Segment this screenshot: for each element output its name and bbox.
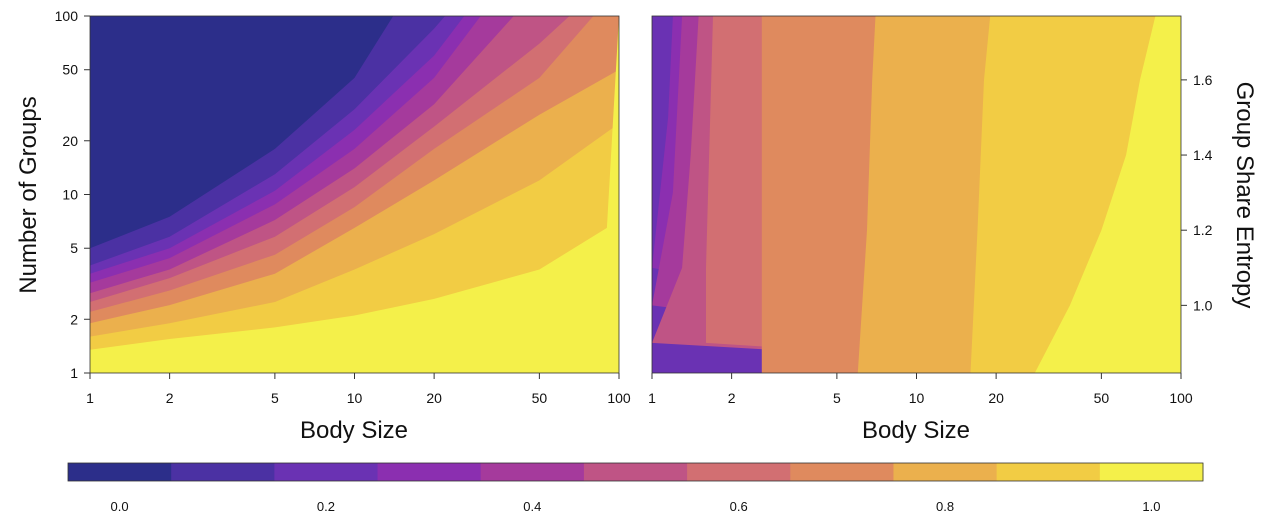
colorbar-swatch xyxy=(377,463,482,481)
colorbar-swatches xyxy=(68,463,1204,481)
x-tick-label: 50 xyxy=(1094,390,1110,406)
y-tick-label: 2 xyxy=(70,311,78,327)
colorbar-swatch xyxy=(790,463,894,481)
colorbar-tick-label: 1.0 xyxy=(1142,499,1160,514)
x-tick-label: 5 xyxy=(271,390,279,406)
panel-group-share-entropy: 1 2 5 10 20 50 100 1.0 1.2 1.4 1.6 Body Size Grou… xyxy=(648,15,1258,444)
colorbar-tick-label: 0.4 xyxy=(523,499,541,514)
y-axis-right: 1.0 1.2 1.4 1.6 xyxy=(1181,72,1213,313)
x-tick-label: 20 xyxy=(988,390,1004,406)
y-tick-label: 1 xyxy=(70,365,78,381)
y-tick-label: 5 xyxy=(70,240,78,256)
y-axis-title-right: Group Share Entropy xyxy=(1231,82,1258,309)
y-axis-left: 1 2 5 10 20 50 100 xyxy=(55,8,90,381)
colorbar-swatch xyxy=(687,463,791,481)
colorbar-swatch xyxy=(996,463,1101,481)
y-tick-label: 10 xyxy=(62,187,78,203)
panel-number-of-groups: 1 2 5 10 20 50 100 1 2 5 10 20 50 100 Body Size Numb… xyxy=(15,8,631,444)
colorbar-tick-label: 0.0 xyxy=(111,499,129,514)
colorbar-frame xyxy=(67,462,1204,482)
y-tick-label: 1.2 xyxy=(1193,222,1213,238)
colorbar-tick-label: 0.8 xyxy=(936,499,954,514)
colorbar-ticks: 0.0 0.2 0.4 0.6 0.8 1.0 xyxy=(111,499,1161,514)
y-tick-label: 100 xyxy=(55,8,79,24)
x-axis-title-right: Body Size xyxy=(862,417,970,444)
x-tick-label: 10 xyxy=(909,390,925,406)
colorbar-swatch xyxy=(893,463,998,481)
colorbar-tick-label: 0.6 xyxy=(730,499,748,514)
heatmap-band xyxy=(90,16,619,373)
x-axis-title-left: Body Size xyxy=(300,417,408,444)
x-tick-label: 5 xyxy=(833,390,841,406)
x-tick-label: 2 xyxy=(166,390,174,406)
heatmap-band xyxy=(1034,16,1181,373)
x-axis-right: 1 2 5 10 20 50 100 xyxy=(648,373,1193,406)
colorbar-swatch xyxy=(68,463,172,481)
y-tick-label: 1.4 xyxy=(1193,147,1213,163)
colorbar-swatch xyxy=(583,463,688,481)
x-tick-label: 1 xyxy=(648,390,656,406)
heatmap-bands-left xyxy=(90,16,619,373)
colorbar-swatch xyxy=(171,463,275,481)
y-tick-label: 1.6 xyxy=(1193,72,1213,88)
x-tick-label: 2 xyxy=(728,390,736,406)
y-axis-title-left: Number of Groups xyxy=(15,96,42,293)
x-tick-label: 100 xyxy=(1169,390,1193,406)
x-tick-label: 100 xyxy=(607,390,631,406)
colorbar-swatch xyxy=(1099,463,1204,481)
x-tick-label: 1 xyxy=(86,390,94,406)
y-tick-label: 50 xyxy=(62,62,78,78)
x-axis-left: 1 2 5 10 20 50 100 xyxy=(86,373,631,406)
colorbar-swatch xyxy=(274,463,379,481)
x-tick-label: 10 xyxy=(347,390,363,406)
colorbar: 0.0 0.2 0.4 0.6 0.8 1.0 xyxy=(67,462,1204,514)
heatmap-bands-right xyxy=(652,16,1181,373)
x-tick-label: 20 xyxy=(426,390,442,406)
x-tick-label: 50 xyxy=(532,390,548,406)
heatmap-band xyxy=(90,16,619,373)
colorbar-tick-label: 0.2 xyxy=(317,499,335,514)
y-tick-label: 20 xyxy=(62,133,78,149)
y-tick-label: 1.0 xyxy=(1193,297,1213,313)
colorbar-swatch xyxy=(480,463,585,481)
